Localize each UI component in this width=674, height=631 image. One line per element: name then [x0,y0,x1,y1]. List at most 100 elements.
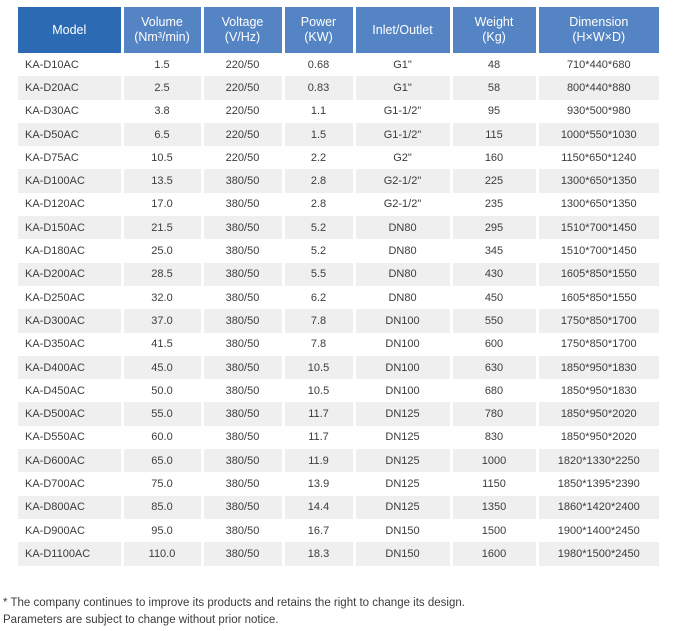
cell-weight: 48 [449,53,537,77]
table-row: KA-D20AC 2.5 220/50 0.83 G1" 58 800*440*880 [18,76,659,100]
column-header-label: Model [52,22,87,37]
cell-dimension: 1980*1500*2450 [535,542,659,566]
column-header-label: Voltage [221,15,264,29]
column-header-inlet-outlet: Inlet/Outlet [352,7,451,53]
cell-dimension: 1510*700*1450 [535,239,659,263]
cell-voltage: 220/50 [200,76,283,100]
cell-dimension: 1850*950*2020 [535,425,659,450]
cell-inlet: DN80 [352,262,451,286]
cell-dimension: 1850*950*1830 [535,355,659,380]
cell-model: KA-D180AC [18,239,122,263]
cell-voltage: 380/50 [200,495,283,519]
cell-volume: 110.0 [120,542,202,566]
cell-weight: 1350 [449,495,537,519]
table-row: KA-D180AC 25.0 380/50 5.2 DN80 345 1510*700*14… [18,239,659,263]
cell-power: 2.2 [281,146,354,170]
table-row: KA-D550AC 60.0 380/50 11.7 DN125 830 1850*950*… [18,425,659,450]
cell-weight: 1500 [449,518,537,543]
table-row: KA-D300AC 37.0 380/50 7.8 DN100 550 1750*850*1… [18,309,659,333]
cell-volume: 37.0 [120,309,202,333]
cell-dimension: 1605*850*1550 [535,285,659,310]
cell-weight: 115 [449,122,537,147]
cell-voltage: 380/50 [200,379,283,403]
cell-volume: 50.0 [120,379,202,403]
header-row: Model Volume (Nm³/min) Voltage (V/Hz) Po… [18,7,659,53]
cell-power: 10.5 [281,355,354,380]
table-row: KA-D700AC 75.0 380/50 13.9 DN125 1150 1850*139… [18,472,659,496]
cell-voltage: 380/50 [200,542,283,566]
cell-weight: 680 [449,379,537,403]
cell-dimension: 1900*1400*2450 [535,518,659,543]
cell-power: 0.68 [281,53,354,77]
cell-power: 18.3 [281,542,354,566]
footnote: * The company continues to improve its p… [3,595,674,629]
column-header-sub: (KW) [304,30,333,44]
cell-weight: 450 [449,285,537,310]
cell-dimension: 1850*950*1830 [535,379,659,403]
cell-voltage: 380/50 [200,192,283,217]
cell-dimension: 1820*1330*2250 [535,449,659,473]
table-row: KA-D75AC 10.5 220/50 2.2 G2" 160 1150*650*1240 [18,146,659,170]
cell-power: 5.2 [281,239,354,263]
cell-volume: 41.5 [120,332,202,356]
cell-model: KA-D100AC [18,169,122,193]
cell-power: 10.5 [281,379,354,403]
cell-dimension: 930*500*980 [535,99,659,123]
table-row: KA-D600AC 65.0 380/50 11.9 DN125 1000 1820*133… [18,449,659,473]
cell-power: 5.2 [281,216,354,240]
cell-voltage: 380/50 [200,518,283,543]
cell-power: 11.7 [281,402,354,426]
cell-model: KA-D20AC [18,76,122,100]
cell-dimension: 1750*850*1700 [535,309,659,333]
cell-dimension: 710*440*680 [535,53,659,77]
cell-dimension: 1850*1395*2390 [535,472,659,496]
table-row: KA-D150AC 21.5 380/50 5.2 DN80 295 1510*700*14… [18,216,659,240]
cell-weight: 1600 [449,542,537,566]
cell-volume: 3.8 [120,99,202,123]
cell-inlet: DN80 [352,216,451,240]
cell-inlet: G2-1/2" [352,169,451,193]
cell-inlet: G1-1/2" [352,122,451,147]
column-header-dimension: Dimension (H×W×D) [535,7,659,53]
cell-model: KA-D900AC [18,518,122,543]
cell-voltage: 380/50 [200,332,283,356]
cell-inlet: DN125 [352,402,451,426]
table-row: KA-D450AC 50.0 380/50 10.5 DN100 680 1850*950*… [18,379,659,403]
cell-weight: 58 [449,76,537,100]
cell-power: 1.5 [281,122,354,147]
cell-power: 1.1 [281,99,354,123]
cell-inlet: DN150 [352,542,451,566]
cell-model: KA-D500AC [18,402,122,426]
cell-model: KA-D250AC [18,285,122,310]
cell-inlet: DN150 [352,518,451,543]
cell-model: KA-D30AC [18,99,122,123]
cell-model: KA-D300AC [18,309,122,333]
column-header-label: Weight [474,15,514,29]
column-header-power: Power (KW) [281,7,354,53]
column-header-model: Model [18,7,122,53]
cell-model: KA-D800AC [18,495,122,519]
cell-weight: 830 [449,425,537,450]
column-header-sub: (H×W×D) [572,30,626,44]
cell-power: 16.7 [281,518,354,543]
column-header-label: Volume [141,15,183,29]
cell-volume: 75.0 [120,472,202,496]
table-row: KA-D30AC 3.8 220/50 1.1 G1-1/2" 95 930*500*980 [18,99,659,123]
cell-volume: 45.0 [120,355,202,380]
cell-volume: 65.0 [120,449,202,473]
cell-voltage: 380/50 [200,239,283,263]
cell-model: KA-D200AC [18,262,122,286]
cell-weight: 95 [449,99,537,123]
cell-weight: 430 [449,262,537,286]
cell-weight: 1150 [449,472,537,496]
cell-volume: 21.5 [120,216,202,240]
cell-model: KA-D350AC [18,332,122,356]
table-row: KA-D250AC 32.0 380/50 6.2 DN80 450 1605*850*15… [18,285,659,310]
cell-model: KA-D1100AC [18,542,122,566]
cell-model: KA-D400AC [18,355,122,380]
cell-inlet: G2-1/2" [352,192,451,217]
cell-dimension: 1850*950*2020 [535,402,659,426]
cell-inlet: DN125 [352,449,451,473]
table-body: KA-D10AC 1.5 220/50 0.68 G1" 48 710*440*680 KA-… [18,53,659,566]
